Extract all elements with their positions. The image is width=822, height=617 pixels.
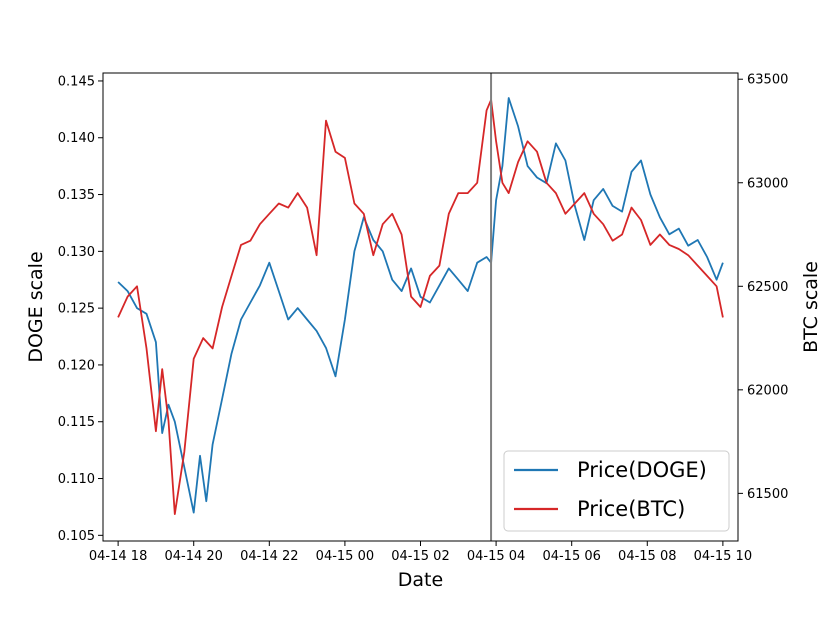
x-tick-label: 04-15 08 [618, 549, 676, 564]
x-tick-label: 04-14 20 [164, 549, 222, 564]
right-y-tick-label: 63000 [747, 176, 788, 191]
legend-label-btc: Price(BTC) [577, 497, 685, 521]
x-tick-label: 04-14 18 [89, 549, 147, 564]
left-y-axis-ticks: 0.105 0.110 0.115 0.120 0.125 0.130 0.135 0.140… [58, 74, 103, 544]
right-y-axis-title: BTC scale [800, 261, 822, 353]
left-y-tick-label: 0.130 [58, 245, 95, 260]
series-line-doge [117, 97, 724, 514]
right-y-tick-label: 62500 [747, 280, 788, 295]
x-tick-label: 04-15 04 [467, 549, 525, 564]
right-y-axis-ticks: 61500 62000 62500 63000 63500 [738, 73, 788, 502]
left-y-tick-label: 0.110 [58, 472, 95, 487]
series-line-btc [117, 99, 724, 515]
left-y-tick-label: 0.135 [58, 188, 95, 203]
x-tick-label: 04-15 10 [694, 549, 752, 564]
left-y-tick-label: 0.115 [58, 415, 95, 430]
left-y-tick-label: 0.145 [58, 74, 95, 89]
left-y-tick-label: 0.105 [58, 529, 95, 544]
legend: Price(DOGE) Price(BTC) [503, 450, 730, 532]
legend-box [503, 450, 730, 532]
left-y-axis-title: DOGE scale [25, 251, 47, 362]
right-y-tick-label: 63500 [747, 73, 788, 88]
x-axis-ticks: 04-14 18 04-14 20 04-14 22 04-15 00 04-15 02… [89, 541, 752, 564]
legend-label-doge: Price(DOGE) [577, 458, 707, 482]
left-y-tick-label: 0.120 [58, 358, 95, 373]
x-axis-title: Date [398, 569, 443, 591]
right-y-tick-label: 61500 [747, 487, 788, 502]
x-tick-label: 04-14 22 [240, 549, 298, 564]
right-y-tick-label: 62000 [747, 383, 788, 398]
x-tick-label: 04-15 00 [316, 549, 374, 564]
left-y-tick-label: 0.140 [58, 131, 95, 146]
left-y-tick-label: 0.125 [58, 302, 95, 317]
series-layer [117, 97, 724, 515]
x-tick-label: 04-15 02 [391, 549, 449, 564]
x-tick-label: 04-15 06 [542, 549, 600, 564]
